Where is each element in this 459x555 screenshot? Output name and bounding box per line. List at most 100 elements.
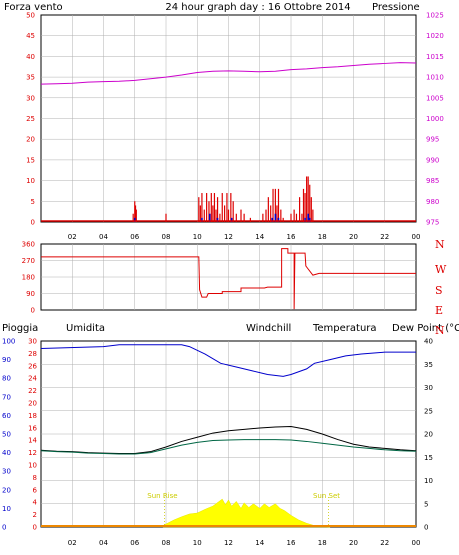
wind-x-tick-10: 10 <box>193 233 202 241</box>
rain-tick-2: 2 <box>33 511 37 519</box>
pressure-tick-1015: 1015 <box>426 53 444 61</box>
pressure-tick-1005: 1005 <box>426 94 444 102</box>
rain-tick-0: 0 <box>33 524 37 532</box>
compass-label-N: N <box>435 324 445 337</box>
temp-tick-40: 40 <box>424 338 433 346</box>
temp-x-tick-00: 00 <box>412 539 421 547</box>
temp-x-tick-02: 02 <box>68 539 77 547</box>
direction-tick-0: 0 <box>31 307 35 315</box>
wind-left-tick-0: 0 <box>31 219 35 227</box>
wind-x-tick-20: 20 <box>349 233 358 241</box>
wind-left-tick-50: 50 <box>26 12 35 20</box>
temp-x-tick-22: 22 <box>380 539 389 547</box>
temp-tick-25: 25 <box>424 407 433 415</box>
wind-x-tick-08: 08 <box>162 233 171 241</box>
direction-line <box>41 248 416 310</box>
rain-tick-18: 18 <box>28 412 37 420</box>
rain-tick-8: 8 <box>33 474 37 482</box>
rain-tick-14: 14 <box>28 437 37 445</box>
rain-tick-26: 26 <box>28 362 37 370</box>
wind-left-tick-30: 30 <box>26 94 35 102</box>
wind-x-tick-00: 00 <box>412 233 421 241</box>
rain-tick-4: 4 <box>33 499 38 507</box>
wind-x-tick-02: 02 <box>68 233 77 241</box>
temp-tick-5: 5 <box>424 500 428 508</box>
pressure-tick-985: 985 <box>426 177 439 185</box>
wind-left-tick-35: 35 <box>26 74 35 82</box>
pressure-tick-1010: 1010 <box>426 74 444 82</box>
temp-tick-35: 35 <box>424 361 433 369</box>
windchill-label: Windchill <box>246 323 291 334</box>
pressure-tick-1025: 1025 <box>426 12 444 20</box>
humidity-tick-30: 30 <box>2 468 11 476</box>
pressure-tick-990: 990 <box>426 156 439 164</box>
temp-x-tick-18: 18 <box>318 539 327 547</box>
rain-tick-28: 28 <box>28 350 37 358</box>
pressure-tick-1000: 1000 <box>426 115 444 123</box>
humidity-tick-100: 100 <box>2 338 15 346</box>
temperature-label: Temperatura <box>312 323 377 334</box>
humidity-line <box>40 344 416 377</box>
wind-x-tick-04: 04 <box>99 233 108 241</box>
solar-radiation-area <box>162 498 331 528</box>
rain-tick-12: 12 <box>28 449 37 457</box>
humidity-tick-10: 10 <box>2 505 11 513</box>
wind-x-tick-14: 14 <box>255 233 264 241</box>
wind-left-label: Forza vento <box>4 2 63 13</box>
temp-tick-15: 15 <box>424 454 433 462</box>
compass-label-S: S <box>435 284 443 297</box>
pressure-line <box>40 62 417 85</box>
temp-tick-10: 10 <box>424 477 433 485</box>
rain-tick-6: 6 <box>33 486 38 494</box>
temp-tick-20: 20 <box>424 431 433 439</box>
dewpoint-line <box>40 439 417 455</box>
temp-x-tick-08: 08 <box>162 539 171 547</box>
wind-left-tick-5: 5 <box>31 198 35 206</box>
humidity-tick-50: 50 <box>2 431 11 439</box>
humidity-tick-20: 20 <box>2 486 11 494</box>
humidity-tick-80: 80 <box>2 375 11 383</box>
wind-left-tick-20: 20 <box>26 136 35 144</box>
temp-x-tick-10: 10 <box>193 539 202 547</box>
humidity-tick-90: 90 <box>2 356 11 364</box>
temp-tick-0: 0 <box>424 524 428 532</box>
wind-left-tick-25: 25 <box>26 115 35 123</box>
humidity-tick-40: 40 <box>2 449 11 457</box>
sun-rise-label: Sun Rise <box>147 492 177 500</box>
compass-label-N: N <box>435 238 445 251</box>
humidity-tick-60: 60 <box>2 412 11 420</box>
temp-x-tick-06: 06 <box>130 539 139 547</box>
sun-set-label: Sun Set <box>313 492 340 500</box>
compass-label-E: E <box>435 304 443 317</box>
rain-tick-16: 16 <box>28 424 37 432</box>
temp-x-tick-20: 20 <box>349 539 358 547</box>
direction-tick-270: 270 <box>22 257 35 265</box>
rain-tick-24: 24 <box>28 375 37 383</box>
humidity-label: Umidita <box>66 323 105 334</box>
compass-label-W: W <box>435 263 447 276</box>
temp-tick-30: 30 <box>424 384 433 392</box>
pressure-tick-975: 975 <box>426 219 439 227</box>
rain-tick-30: 30 <box>28 338 37 346</box>
pressure-tick-995: 995 <box>426 136 439 144</box>
temp-x-tick-16: 16 <box>287 539 296 547</box>
pressure-tick-1020: 1020 <box>426 32 444 40</box>
wind-left-tick-45: 45 <box>26 32 35 40</box>
dewpoint-label: Dew Point (°C <box>392 323 459 334</box>
direction-tick-360: 360 <box>22 241 35 249</box>
direction-tick-180: 180 <box>22 274 35 282</box>
wind-x-tick-12: 12 <box>224 233 233 241</box>
rain-tick-20: 20 <box>28 400 37 408</box>
humidity-tick-70: 70 <box>2 393 11 401</box>
wind-x-tick-22: 22 <box>380 233 389 241</box>
wind-x-tick-18: 18 <box>318 233 327 241</box>
direction-tick-90: 90 <box>26 290 35 298</box>
wind-x-tick-06: 06 <box>130 233 139 241</box>
pressure-tick-980: 980 <box>426 198 439 206</box>
wind-left-tick-40: 40 <box>26 53 35 61</box>
wind-right-label: Pressione <box>372 2 420 13</box>
wind-left-tick-15: 15 <box>26 156 35 164</box>
temp-x-tick-04: 04 <box>99 539 108 547</box>
rain-tick-22: 22 <box>28 387 37 395</box>
